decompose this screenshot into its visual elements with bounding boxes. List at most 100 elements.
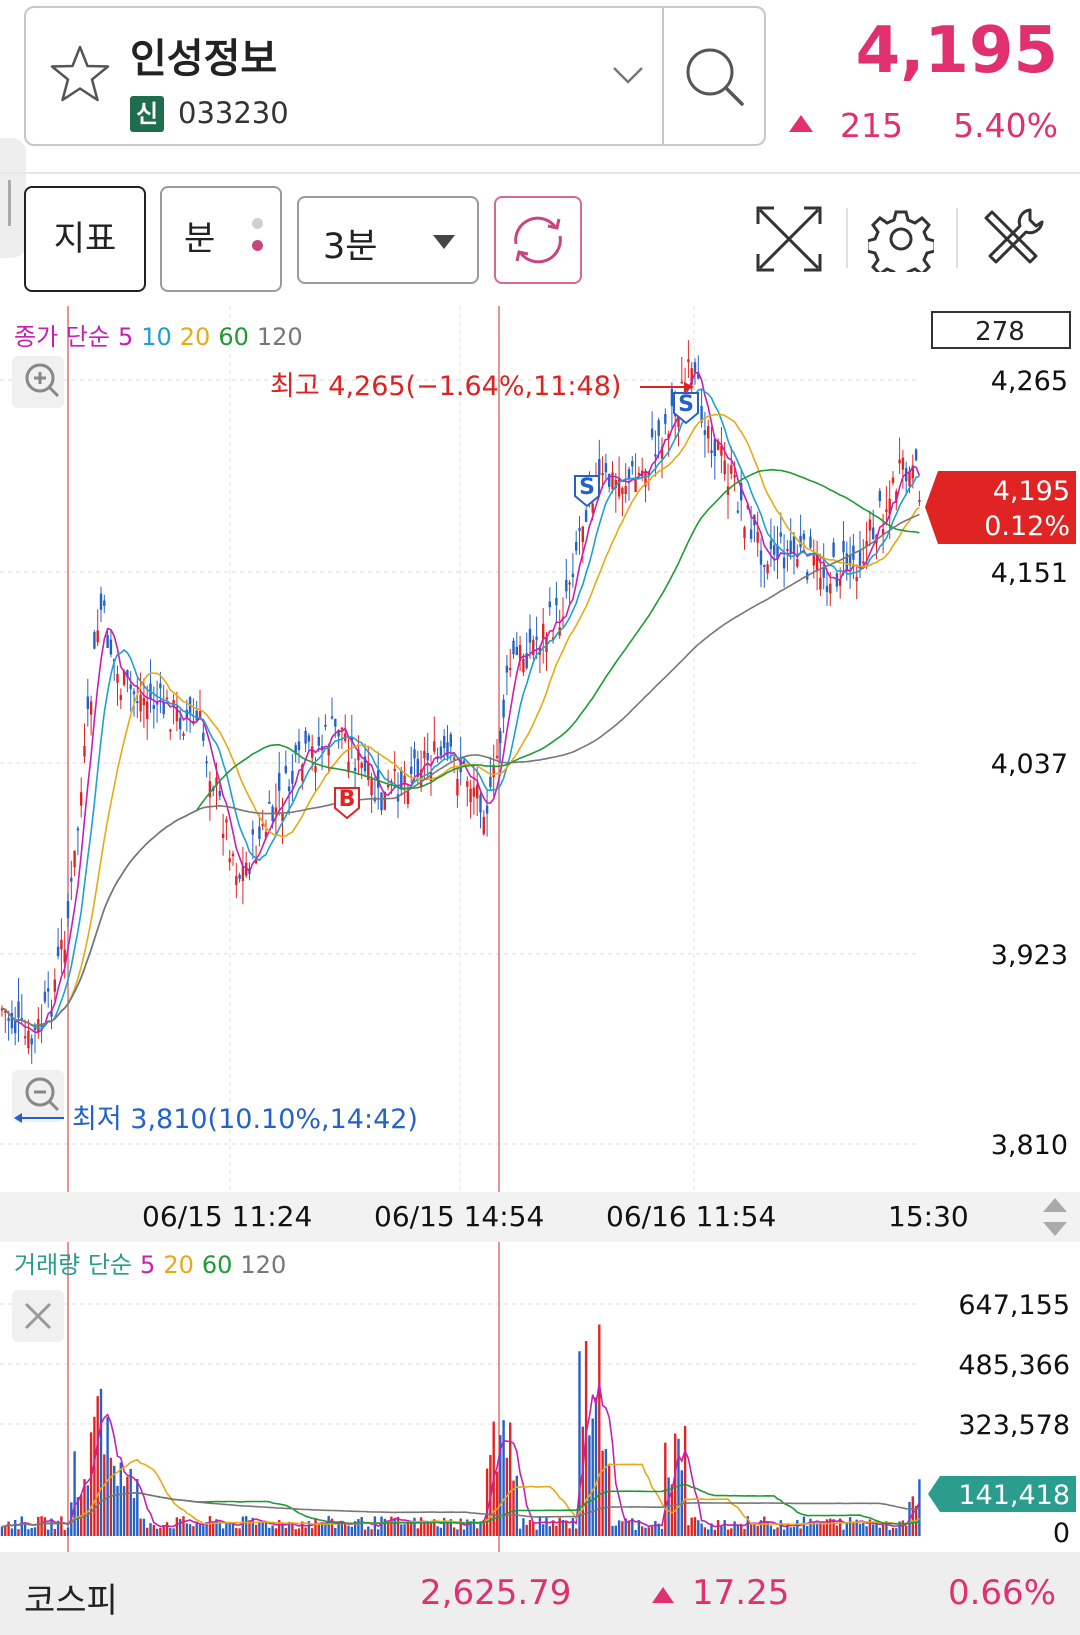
volume-bar — [885, 1521, 888, 1536]
candle — [799, 535, 802, 548]
volume-bar — [782, 1529, 786, 1536]
volume-bar — [743, 1528, 746, 1536]
volume-bar — [410, 1521, 413, 1536]
tools-icon[interactable] — [980, 206, 1046, 272]
gear-icon[interactable] — [868, 206, 934, 272]
stock-selector[interactable]: 인성정보 신 033230 — [24, 6, 766, 146]
candle — [142, 697, 146, 706]
volume-bar — [466, 1519, 469, 1536]
candle — [116, 674, 119, 683]
minute-label: 분 — [184, 219, 216, 259]
candle — [888, 498, 891, 515]
volume-bar — [842, 1529, 845, 1536]
volume-bar — [357, 1518, 360, 1536]
volume-bar — [713, 1529, 716, 1536]
volume-bar — [773, 1529, 776, 1536]
low-arrow-head — [14, 1113, 22, 1123]
search-icon[interactable] — [666, 8, 764, 144]
index-ticker-bar[interactable] — [0, 1552, 1080, 1635]
scroll-toggle-icon[interactable] — [1040, 1196, 1070, 1238]
volume-bar — [776, 1527, 779, 1536]
time-axis[interactable] — [0, 1192, 1080, 1242]
candle — [0, 1008, 4, 1011]
candle — [713, 439, 716, 457]
indicator-button[interactable]: 지표 — [24, 186, 146, 292]
volume-bar — [215, 1519, 218, 1536]
stock-name[interactable]: 인성정보 — [130, 36, 278, 82]
candle — [86, 696, 89, 709]
y-label: 3,810 — [991, 1130, 1068, 1161]
volume-bar — [865, 1526, 868, 1536]
volume-bar — [307, 1521, 311, 1536]
candle — [410, 766, 413, 774]
star-icon[interactable] — [48, 42, 112, 106]
vol-y-label: 0 — [1053, 1518, 1070, 1549]
candle — [499, 730, 502, 744]
candle — [228, 858, 231, 863]
candles — [0, 340, 921, 1064]
candle — [172, 700, 175, 706]
volume-bar — [588, 1435, 591, 1536]
candle — [601, 473, 604, 476]
volume-bar — [218, 1521, 221, 1536]
volume-bar — [479, 1522, 482, 1536]
volume-bar — [258, 1521, 261, 1536]
volume-bar — [591, 1418, 594, 1536]
candle — [380, 792, 383, 811]
candle — [756, 531, 759, 543]
volume-bar — [594, 1397, 598, 1536]
candle — [568, 582, 571, 585]
volume-chart[interactable]: 거래량 단순 5 20 60 120 647,155 485,366 323,578 0… — [0, 1242, 1080, 1552]
volume-bar — [116, 1485, 119, 1536]
candle — [740, 482, 743, 501]
volume-bar — [806, 1525, 809, 1536]
volume-bar — [73, 1451, 76, 1536]
volume-bar — [657, 1523, 660, 1536]
divider — [956, 208, 958, 268]
volume-bar — [396, 1516, 400, 1536]
candle — [433, 741, 436, 752]
expand-icon[interactable] — [756, 206, 822, 272]
candle — [324, 724, 327, 727]
minute-button[interactable]: 분 — [160, 186, 282, 292]
candle — [842, 540, 845, 553]
volume-bar — [383, 1518, 386, 1536]
volume-bar — [693, 1517, 697, 1536]
stock-code: 033230 — [178, 96, 289, 130]
volume-bar — [670, 1484, 674, 1536]
candle — [482, 816, 485, 835]
candle — [677, 413, 680, 428]
current-volume-value: 141,418 — [958, 1480, 1070, 1511]
candle — [858, 550, 862, 568]
handle-grip — [8, 180, 11, 226]
refresh-button[interactable] — [494, 196, 582, 284]
candle — [723, 460, 726, 475]
volume-bar — [30, 1527, 33, 1536]
candle — [495, 755, 499, 758]
candle — [782, 557, 786, 569]
volume-bar — [60, 1516, 63, 1536]
price-chart[interactable]: S S B 종가 단순 5 10 20 60 120 278 최고 4,265(−1.64%,… — [0, 306, 1080, 1192]
candle — [845, 553, 848, 572]
ma-line — [1, 371, 921, 1034]
candle — [76, 828, 80, 831]
volume-bar — [344, 1523, 347, 1536]
volume-bar — [578, 1351, 581, 1536]
volume-bar — [142, 1518, 146, 1536]
volume-legend[interactable]: 거래량 단순 5 20 60 120 — [14, 1251, 286, 1279]
chevron-down-icon[interactable] — [610, 60, 646, 88]
volume-bar — [294, 1529, 297, 1536]
volume-bar — [522, 1518, 525, 1536]
candle — [423, 750, 426, 759]
volume-bar — [532, 1521, 535, 1536]
side-panel-handle[interactable] — [0, 138, 26, 258]
volume-bar — [819, 1521, 822, 1536]
volume-bar — [502, 1420, 505, 1536]
candle — [416, 758, 419, 777]
volume-bar — [179, 1519, 182, 1536]
interval-select[interactable]: 3분 — [297, 196, 479, 284]
candle — [683, 384, 687, 400]
count-value: 278 — [975, 317, 1025, 347]
candle — [80, 792, 83, 806]
chart-legend[interactable]: 종가 단순 5 10 20 60 120 — [14, 323, 303, 351]
